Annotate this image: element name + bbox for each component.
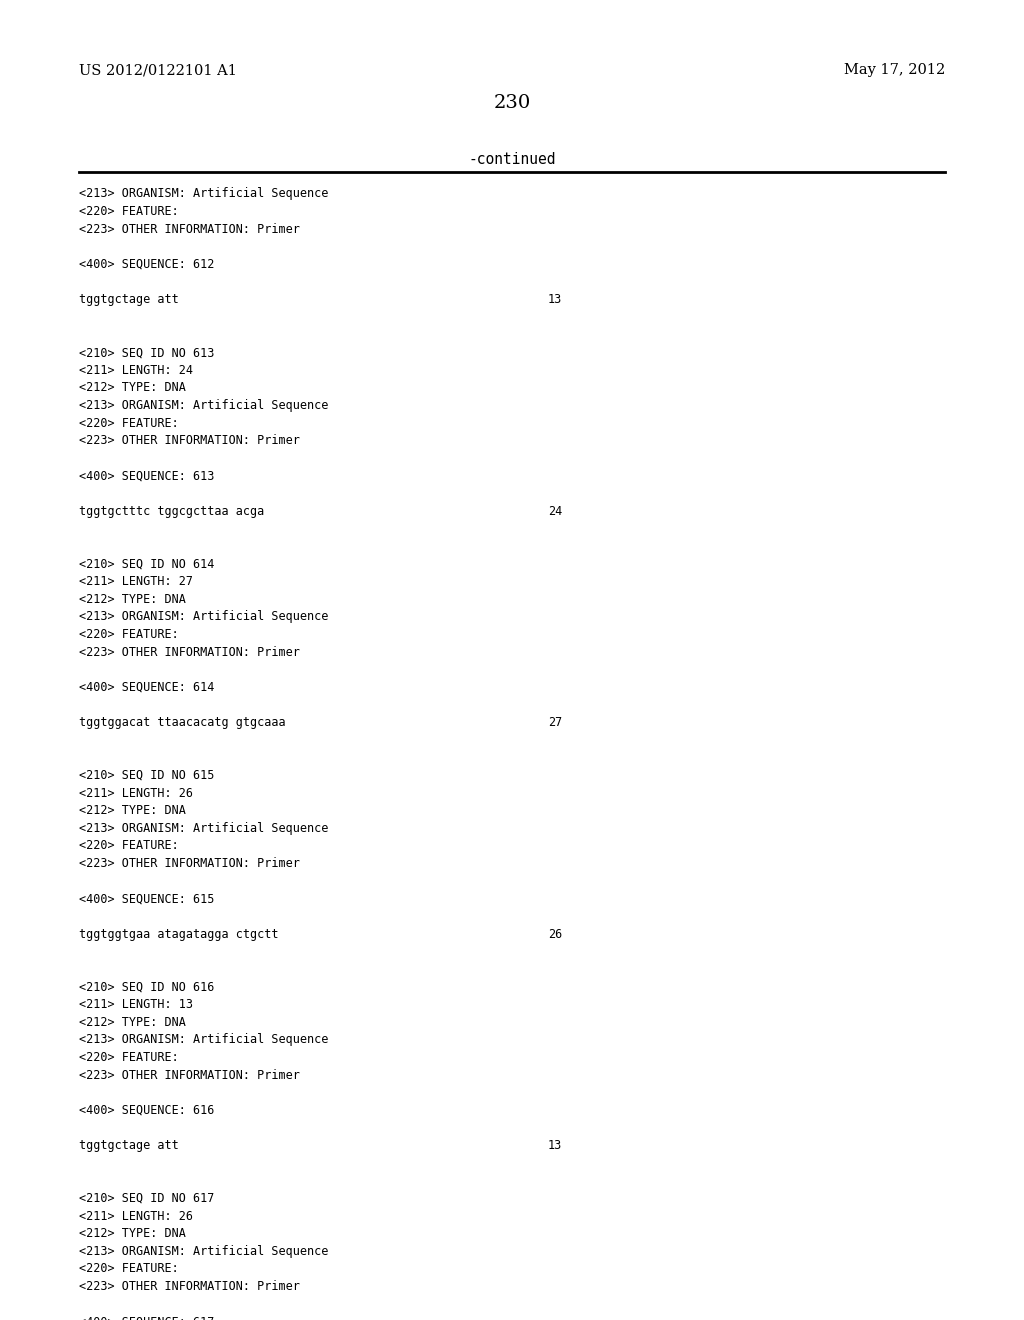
Text: 13: 13 — [548, 293, 562, 306]
Text: <212> TYPE: DNA: <212> TYPE: DNA — [79, 593, 185, 606]
Text: tggtggacat ttaacacatg gtgcaaa: tggtggacat ttaacacatg gtgcaaa — [79, 715, 286, 729]
Text: <213> ORGANISM: Artificial Sequence: <213> ORGANISM: Artificial Sequence — [79, 1034, 329, 1047]
Text: tggtggtgaa atagatagga ctgctt: tggtggtgaa atagatagga ctgctt — [79, 928, 279, 941]
Text: <223> OTHER INFORMATION: Primer: <223> OTHER INFORMATION: Primer — [79, 857, 300, 870]
Text: May 17, 2012: May 17, 2012 — [844, 63, 945, 78]
Text: <210> SEQ ID NO 616: <210> SEQ ID NO 616 — [79, 981, 214, 994]
Text: <223> OTHER INFORMATION: Primer: <223> OTHER INFORMATION: Primer — [79, 223, 300, 236]
Text: <220> FEATURE:: <220> FEATURE: — [79, 840, 178, 853]
Text: <213> ORGANISM: Artificial Sequence: <213> ORGANISM: Artificial Sequence — [79, 1245, 329, 1258]
Text: <400> SEQUENCE: 614: <400> SEQUENCE: 614 — [79, 681, 214, 694]
Text: <220> FEATURE:: <220> FEATURE: — [79, 1051, 178, 1064]
Text: <220> FEATURE:: <220> FEATURE: — [79, 417, 178, 429]
Text: <220> FEATURE:: <220> FEATURE: — [79, 628, 178, 642]
Text: <213> ORGANISM: Artificial Sequence: <213> ORGANISM: Artificial Sequence — [79, 822, 329, 834]
Text: <400> SEQUENCE: 615: <400> SEQUENCE: 615 — [79, 892, 214, 906]
Text: 26: 26 — [548, 928, 562, 941]
Text: <212> TYPE: DNA: <212> TYPE: DNA — [79, 804, 185, 817]
Text: <212> TYPE: DNA: <212> TYPE: DNA — [79, 1228, 185, 1239]
Text: <223> OTHER INFORMATION: Primer: <223> OTHER INFORMATION: Primer — [79, 434, 300, 447]
Text: <210> SEQ ID NO 617: <210> SEQ ID NO 617 — [79, 1192, 214, 1205]
Text: <400> SEQUENCE: 616: <400> SEQUENCE: 616 — [79, 1104, 214, 1117]
Text: <210> SEQ ID NO 614: <210> SEQ ID NO 614 — [79, 557, 214, 570]
Text: <213> ORGANISM: Artificial Sequence: <213> ORGANISM: Artificial Sequence — [79, 610, 329, 623]
Text: <212> TYPE: DNA: <212> TYPE: DNA — [79, 1015, 185, 1028]
Text: <220> FEATURE:: <220> FEATURE: — [79, 205, 178, 218]
Text: <211> LENGTH: 24: <211> LENGTH: 24 — [79, 363, 193, 376]
Text: <212> TYPE: DNA: <212> TYPE: DNA — [79, 381, 185, 395]
Text: tggtgctttc tggcgcttaa acga: tggtgctttc tggcgcttaa acga — [79, 504, 264, 517]
Text: tggtgctage att: tggtgctage att — [79, 1139, 178, 1152]
Text: <211> LENGTH: 26: <211> LENGTH: 26 — [79, 787, 193, 800]
Text: 27: 27 — [548, 715, 562, 729]
Text: <211> LENGTH: 27: <211> LENGTH: 27 — [79, 576, 193, 589]
Text: <213> ORGANISM: Artificial Sequence: <213> ORGANISM: Artificial Sequence — [79, 187, 329, 201]
Text: <210> SEQ ID NO 613: <210> SEQ ID NO 613 — [79, 346, 214, 359]
Text: 13: 13 — [548, 1139, 562, 1152]
Text: US 2012/0122101 A1: US 2012/0122101 A1 — [79, 63, 237, 78]
Text: <210> SEQ ID NO 615: <210> SEQ ID NO 615 — [79, 770, 214, 781]
Text: <223> OTHER INFORMATION: Primer: <223> OTHER INFORMATION: Primer — [79, 645, 300, 659]
Text: 24: 24 — [548, 504, 562, 517]
Text: <211> LENGTH: 26: <211> LENGTH: 26 — [79, 1209, 193, 1222]
Text: <220> FEATURE:: <220> FEATURE: — [79, 1262, 178, 1275]
Text: <223> OTHER INFORMATION: Primer: <223> OTHER INFORMATION: Primer — [79, 1280, 300, 1294]
Text: <223> OTHER INFORMATION: Primer: <223> OTHER INFORMATION: Primer — [79, 1068, 300, 1081]
Text: <213> ORGANISM: Artificial Sequence: <213> ORGANISM: Artificial Sequence — [79, 399, 329, 412]
Text: 230: 230 — [494, 94, 530, 112]
Text: <400> SEQUENCE: 617: <400> SEQUENCE: 617 — [79, 1315, 214, 1320]
Text: tggtgctage att: tggtgctage att — [79, 293, 178, 306]
Text: <211> LENGTH: 13: <211> LENGTH: 13 — [79, 998, 193, 1011]
Text: <400> SEQUENCE: 612: <400> SEQUENCE: 612 — [79, 257, 214, 271]
Text: <400> SEQUENCE: 613: <400> SEQUENCE: 613 — [79, 470, 214, 482]
Text: -continued: -continued — [468, 152, 556, 166]
